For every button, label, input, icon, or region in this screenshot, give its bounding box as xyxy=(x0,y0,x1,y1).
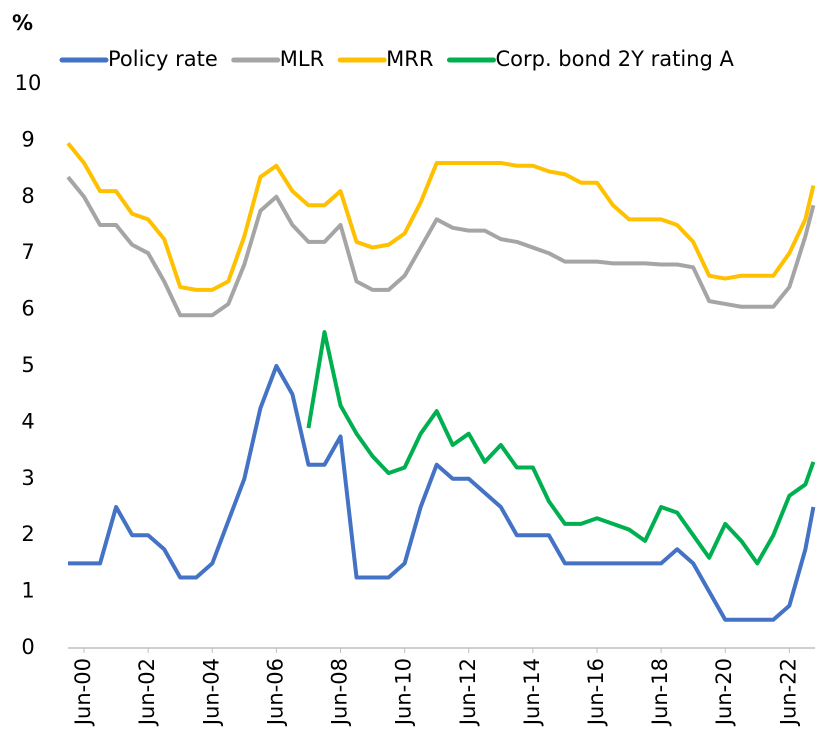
y-tick-label: 4 xyxy=(21,409,34,433)
y-tick-label: 9 xyxy=(21,127,34,151)
x-tick-label: Jun-06 xyxy=(263,658,287,727)
y-tick-label: 3 xyxy=(21,466,34,490)
series-line xyxy=(66,141,816,292)
x-tick-label: Jun-10 xyxy=(392,658,416,727)
x-tick-label: Jun-08 xyxy=(328,658,352,727)
x-tick-label: Jun-02 xyxy=(135,658,159,727)
y-tick-label: 7 xyxy=(21,240,34,264)
x-tick-label: Jun-20 xyxy=(712,658,736,727)
y-tick-label: 5 xyxy=(21,353,34,377)
y-tick-label: 2 xyxy=(21,522,34,546)
series-line xyxy=(66,175,816,318)
y-tick-label: 8 xyxy=(21,184,34,208)
y-tick-label: 0 xyxy=(21,635,34,659)
legend-label: MRR xyxy=(386,47,433,71)
y-tick-label: 10 xyxy=(15,71,42,95)
series-line xyxy=(68,364,816,622)
legend-label: Policy rate xyxy=(108,47,218,71)
x-tick-label: Jun-04 xyxy=(199,658,223,727)
y-tick-label: 1 xyxy=(21,579,34,603)
x-tick-label: Jun-12 xyxy=(456,658,480,727)
x-tick-label: Jun-14 xyxy=(520,658,544,727)
x-tick-label: Jun-16 xyxy=(584,658,608,727)
x-tick-label: Jun-00 xyxy=(71,658,95,727)
series-line xyxy=(306,330,816,566)
y-tick-label: 6 xyxy=(21,297,34,321)
y-axis-label: % xyxy=(12,11,33,35)
x-tick-label: Jun-18 xyxy=(648,658,672,727)
x-tick-label: Jun-22 xyxy=(776,658,800,727)
legend-label: Corp. bond 2Y rating A xyxy=(495,47,734,71)
legend-label: MLR xyxy=(280,47,324,71)
